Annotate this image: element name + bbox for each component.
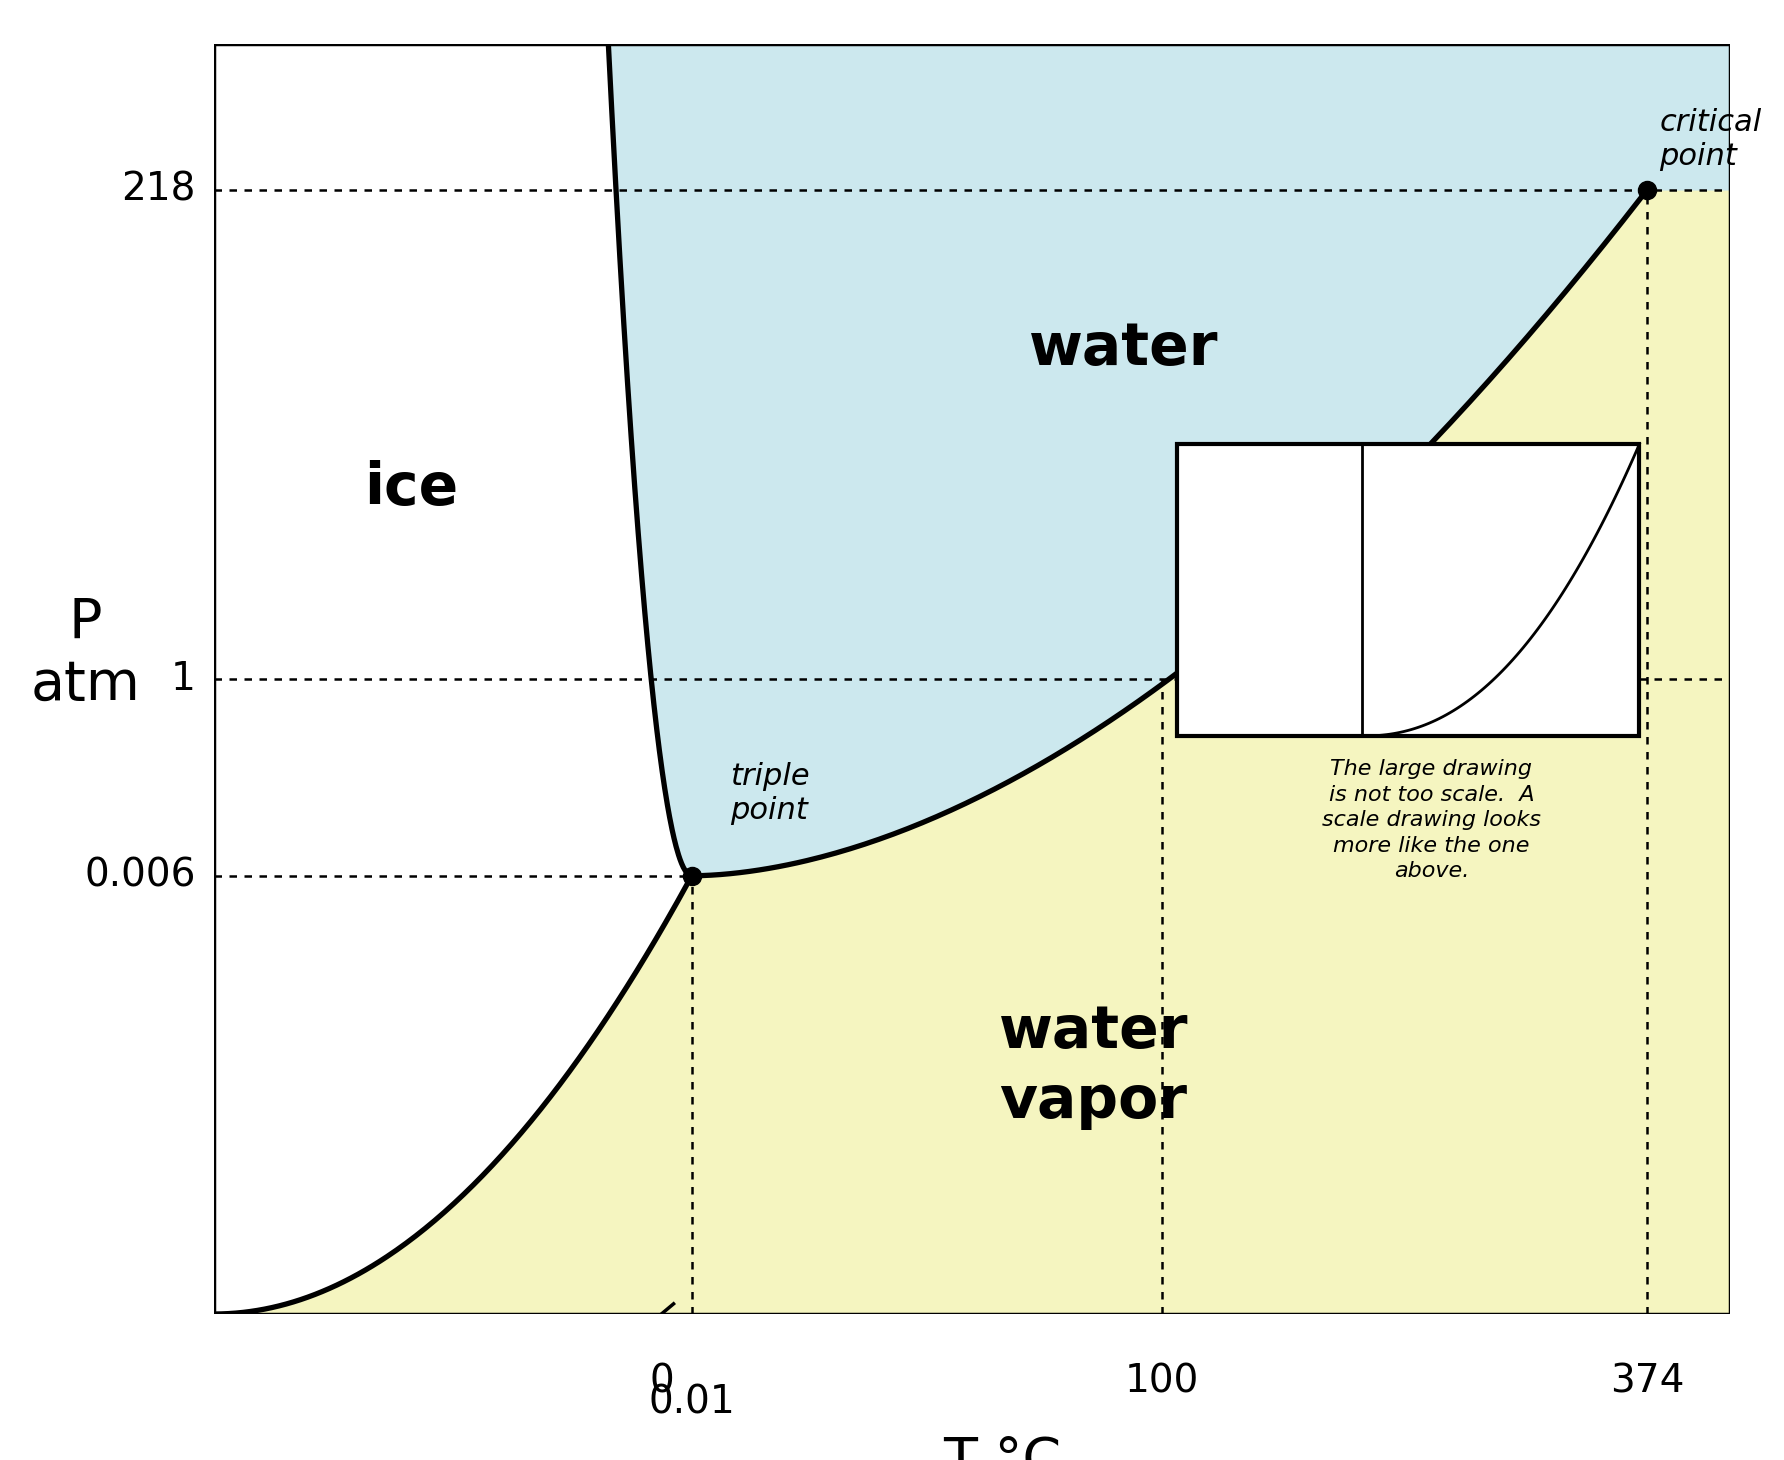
Text: ice: ice [364,460,458,517]
Text: 1: 1 [171,660,196,698]
Text: 374: 374 [1609,1362,1684,1400]
Text: P
atm: P atm [30,596,141,711]
Polygon shape [608,44,1730,876]
Text: 100: 100 [1124,1362,1199,1400]
Text: T °C: T °C [944,1435,1061,1460]
Text: 0: 0 [649,1362,674,1400]
Text: 0.01: 0.01 [648,1384,735,1422]
Bar [1177,444,1639,736]
Polygon shape [214,44,692,1314]
Text: critical
point: critical point [1659,108,1761,171]
Text: triple
point: triple point [730,762,810,825]
Text: water: water [1029,320,1218,377]
Text: water
vapor: water vapor [999,1003,1188,1130]
Text: 218: 218 [121,171,196,209]
Polygon shape [214,190,1730,1314]
Text: The large drawing
is not too scale.  A
scale drawing looks
more like the one
abo: The large drawing is not too scale. A sc… [1322,759,1541,882]
Text: 0.006: 0.006 [84,857,196,895]
